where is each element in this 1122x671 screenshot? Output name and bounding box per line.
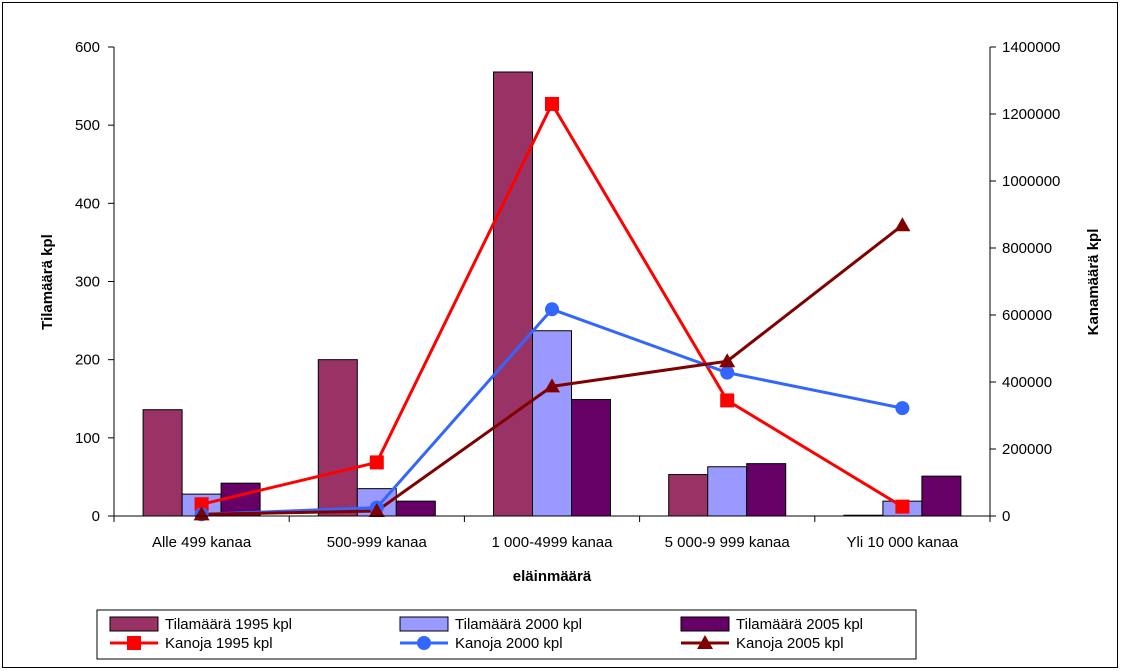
bar bbox=[395, 500, 436, 517]
line-point bbox=[369, 455, 384, 470]
y2-tick-label: 600000 bbox=[1002, 307, 1052, 324]
bar bbox=[532, 330, 572, 517]
legend-marker bbox=[697, 635, 713, 649]
y2-tick-label: 400000 bbox=[1002, 374, 1052, 391]
legend-label: Kanoja 1995 kpl bbox=[165, 635, 273, 652]
y-tick-label: 300 bbox=[75, 274, 100, 291]
line-point bbox=[720, 365, 735, 380]
x-axis-title: eläinmäärä bbox=[513, 568, 592, 585]
y2-tick-label: 800000 bbox=[1002, 240, 1052, 257]
x-tick-label: Alle 499 kanaa bbox=[152, 534, 252, 551]
bar bbox=[746, 463, 787, 517]
bar bbox=[921, 475, 962, 517]
legend-bar-swatch bbox=[399, 616, 449, 632]
y2-tick-label: 1400000 bbox=[1002, 39, 1060, 56]
y-tick-label: 0 bbox=[92, 508, 100, 525]
y2-tick-label: 1200000 bbox=[1002, 106, 1060, 123]
legend-label: Tilamäärä 1995 kpl bbox=[165, 616, 292, 633]
y2-tick-label: 0 bbox=[1002, 508, 1010, 525]
y2-axis-title: Kanamäärä kpl bbox=[1085, 229, 1102, 336]
x-tick-label: 500-999 kanaa bbox=[327, 534, 428, 551]
x-ticks: Alle 499 kanaa 500-999 kanaa 1 000-4999 ka… bbox=[113, 516, 991, 551]
y-tick-label: 100 bbox=[75, 430, 100, 447]
line-point bbox=[545, 302, 559, 317]
y-tick-label: 400 bbox=[75, 195, 100, 212]
legend-bar-swatch bbox=[109, 616, 159, 632]
legend-label: Kanoja 2000 kpl bbox=[455, 635, 563, 652]
line-point bbox=[720, 393, 735, 408]
line-point bbox=[193, 506, 210, 521]
y2-ticks: 0 200000 400000 600000 800000 1000000 1200000 1… bbox=[990, 39, 1060, 525]
y2-tick-label: 200000 bbox=[1002, 441, 1052, 458]
line-point bbox=[895, 499, 910, 514]
legend-marker bbox=[127, 636, 141, 650]
line-point bbox=[194, 497, 209, 512]
line-point bbox=[894, 217, 911, 232]
x-tick-label: Yli 10 000 kanaa bbox=[847, 534, 959, 551]
bars-layer bbox=[142, 71, 962, 517]
line-point bbox=[545, 96, 559, 111]
y2-tick-label: 1000000 bbox=[1002, 173, 1060, 190]
y-ticks: 0 100 200 300 400 500 600 bbox=[75, 39, 114, 525]
x-tick-label: 5 000-9 999 kanaa bbox=[665, 534, 791, 551]
legend: Tilamäärä 1995 kpl Tilamäärä 2000 kpl Tila… bbox=[96, 609, 917, 660]
line-point bbox=[544, 378, 560, 393]
bar bbox=[317, 359, 358, 517]
x-tick-label: 1 000-4999 kanaa bbox=[492, 534, 614, 551]
legend-label: Tilamäärä 2005 kpl bbox=[736, 616, 863, 633]
line-point bbox=[368, 502, 385, 517]
y-tick-label: 600 bbox=[75, 39, 100, 56]
y-tick-label: 200 bbox=[75, 352, 100, 369]
bar bbox=[571, 399, 611, 517]
legend-bar-swatch bbox=[680, 616, 730, 632]
legend-marker bbox=[417, 636, 431, 650]
bar bbox=[493, 71, 533, 517]
y-tick-label: 500 bbox=[75, 117, 100, 134]
bar bbox=[707, 466, 748, 517]
legend-label: Tilamäärä 2000 kpl bbox=[455, 616, 582, 633]
bar bbox=[668, 474, 709, 517]
line-point bbox=[895, 401, 910, 416]
line-point bbox=[719, 353, 736, 368]
lines-layer bbox=[193, 96, 911, 522]
y-axis-title: Tilamäärä kpl bbox=[39, 234, 56, 330]
bar bbox=[142, 409, 183, 517]
legend-box bbox=[96, 609, 917, 660]
legend-label: Kanoja 2005 kpl bbox=[736, 635, 844, 652]
